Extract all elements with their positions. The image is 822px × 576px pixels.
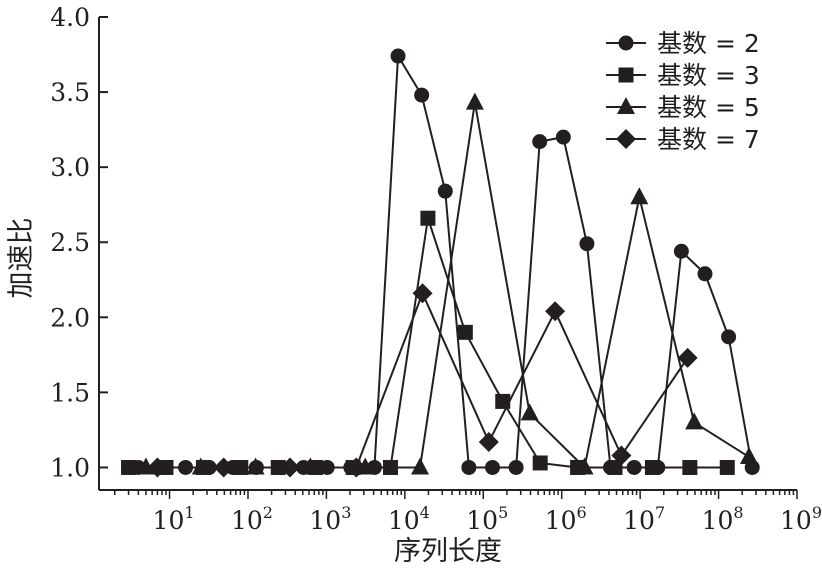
legend: 基数 = 2 基数 = 3 基数 = 5 基数 = 7: [606, 29, 760, 154]
y-tick-label: 2.5: [50, 228, 90, 257]
data-point: [478, 431, 499, 452]
series-base-diamond: [147, 283, 698, 478]
y-tick-label: 4.0: [50, 3, 90, 32]
data-point: [121, 459, 137, 475]
y-tick-label: 3.5: [50, 78, 90, 107]
y-axis-label: 加速比: [6, 218, 37, 299]
data-point: [346, 457, 367, 478]
data-point: [508, 459, 524, 475]
legend-entry: 基数 = 7: [606, 125, 760, 154]
x-tick-label: 102: [231, 503, 273, 535]
data-point: [495, 393, 511, 409]
data-point: [411, 457, 430, 475]
x-tick-exponent: 7: [655, 503, 665, 522]
x-tick-exponent: 2: [263, 503, 273, 522]
data-point: [191, 457, 210, 475]
x-tick-base: 10: [153, 506, 185, 535]
series-layer: [121, 48, 760, 478]
x-tick-label: 108: [702, 503, 744, 535]
x-tick-label: 105: [466, 503, 508, 535]
legend-entry: 基数 = 5: [606, 93, 760, 122]
x-axis-label: 序列长度: [394, 536, 502, 567]
x-tick-exponent: 1: [184, 503, 194, 522]
x-tick-base: 10: [623, 506, 655, 535]
legend-marker: [618, 67, 634, 83]
x-tick-exponent: 5: [498, 503, 508, 522]
data-point: [721, 329, 737, 345]
legend-entry: 基数 = 2: [606, 29, 760, 58]
data-point: [545, 301, 566, 322]
x-tick-label: 107: [623, 503, 665, 535]
x-axis-ticks: 101 102 103 104 105 106 107 108 109: [113, 490, 822, 535]
data-point: [697, 266, 713, 282]
data-point: [301, 457, 320, 475]
legend-label: 基数 = 2: [657, 29, 760, 58]
data-point: [532, 134, 548, 150]
data-point: [555, 129, 571, 145]
series-line: [145, 101, 750, 469]
x-tick-base: 10: [702, 506, 734, 535]
x-tick-label: 106: [545, 503, 587, 535]
legend-entry: 基数 = 3: [606, 61, 760, 90]
data-point: [457, 324, 473, 340]
x-tick-exponent: 9: [812, 503, 822, 522]
data-point: [520, 403, 539, 421]
data-point: [465, 92, 484, 110]
data-point: [461, 459, 477, 475]
x-tick-label: 109: [780, 503, 822, 535]
data-point: [412, 283, 433, 304]
x-tick-base: 10: [309, 506, 341, 535]
data-point: [246, 457, 265, 475]
x-tick-base: 10: [545, 506, 577, 535]
data-point: [390, 48, 406, 64]
data-point: [644, 459, 660, 475]
x-tick-exponent: 8: [733, 503, 743, 522]
data-point: [677, 347, 698, 368]
data-point: [279, 457, 300, 478]
x-tick-exponent: 3: [341, 503, 351, 522]
x-tick-base: 10: [388, 506, 420, 535]
data-point: [607, 459, 623, 475]
legend-label: 基数 = 3: [657, 61, 760, 90]
x-tick-label: 103: [309, 503, 351, 535]
y-tick-label: 1.0: [50, 453, 90, 482]
legend-marker: [618, 35, 634, 51]
data-point: [414, 87, 430, 103]
data-point: [213, 457, 234, 478]
legend-marker: [617, 97, 635, 114]
x-tick-base: 10: [466, 506, 498, 535]
data-point: [630, 187, 649, 205]
y-tick-label: 1.5: [50, 378, 90, 407]
data-point: [719, 459, 735, 475]
data-point: [420, 210, 436, 226]
legend-marker: [616, 129, 636, 149]
data-point: [579, 236, 595, 252]
data-point: [575, 457, 594, 475]
y-axis-ticks: 1.0 1.5 2.0 2.5 3.0 3.5 4.0: [50, 3, 108, 482]
axes: [98, 17, 797, 491]
data-point: [484, 459, 500, 475]
data-point: [673, 243, 689, 259]
data-point: [611, 445, 632, 466]
legend-label: 基数 = 7: [657, 125, 760, 154]
data-point: [739, 446, 758, 464]
x-tick-base: 10: [231, 506, 263, 535]
x-tick-exponent: 4: [420, 503, 430, 522]
x-tick-label: 101: [153, 503, 195, 535]
data-point: [682, 459, 698, 475]
x-tick-base: 10: [780, 506, 812, 535]
data-point: [532, 455, 548, 471]
series-base-square: [121, 210, 735, 475]
data-point: [147, 457, 168, 478]
y-tick-label: 3.0: [50, 153, 90, 182]
data-point: [685, 412, 704, 430]
x-tick-label: 104: [388, 503, 430, 535]
legend-label: 基数 = 5: [657, 93, 760, 122]
x-tick-exponent: 6: [577, 503, 587, 522]
data-point: [437, 183, 453, 199]
y-tick-label: 2.0: [50, 303, 90, 332]
